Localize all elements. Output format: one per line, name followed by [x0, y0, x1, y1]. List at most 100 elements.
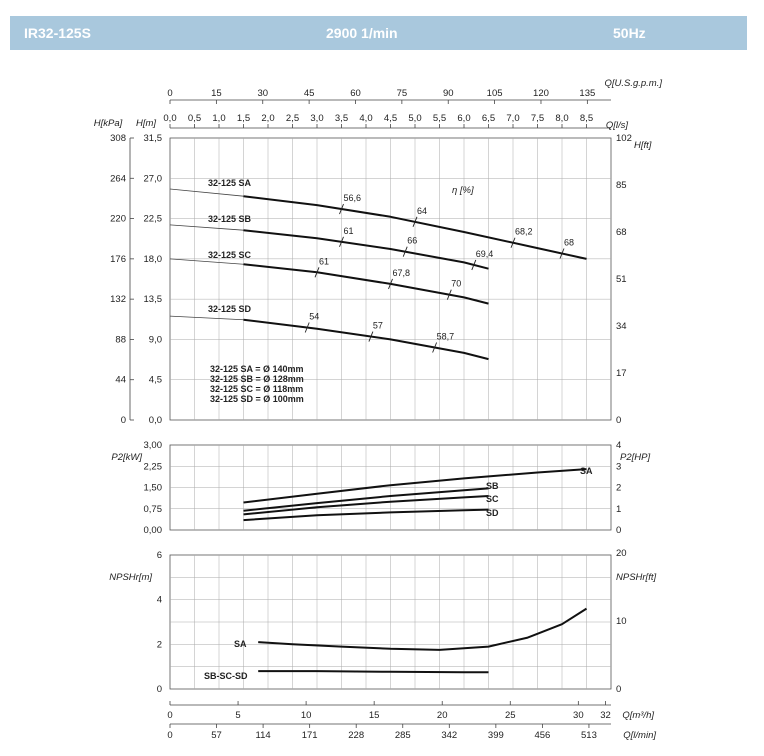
power-curve-sd	[243, 508, 489, 522]
lmin-tick-label: 456	[534, 730, 550, 741]
head-m-tick-label: 4,5	[149, 375, 162, 386]
head-curve-sb	[243, 229, 489, 270]
m3h-tick-label: 0	[167, 710, 172, 721]
power-kw-tick-label: 0,00	[144, 525, 163, 536]
head-series-label: 32-125 SC	[208, 250, 252, 260]
speed-title: 2900 1/min	[326, 25, 398, 41]
efficiency-tick	[412, 216, 418, 228]
head-curve-sa	[243, 195, 587, 260]
power-kw-tick-label: 2,25	[144, 461, 163, 472]
npsh-ft-tick-label: 0	[616, 684, 621, 695]
gpm-axis-label: Q[U.S.g.p.m.]	[604, 78, 662, 89]
m3h-tick-label: 15	[369, 710, 380, 721]
head-ft-tick-label: 34	[616, 321, 627, 332]
ls-tick-label: 0,0	[163, 113, 176, 124]
npsh-curve-sa	[258, 607, 588, 651]
efficiency-value: 54	[309, 311, 319, 321]
impeller-diameter-note: 32-125 SB = Ø 128mm	[210, 374, 304, 384]
npsh-ft-axis-label: NPSHr[ft]	[616, 572, 656, 583]
m3h-tick-label: 20	[437, 710, 448, 721]
head-m-tick-label: 18,0	[144, 254, 163, 265]
gpm-tick-label: 75	[397, 88, 408, 99]
efficiency-value: 69,4	[476, 249, 494, 259]
power-curve-sb	[243, 487, 489, 512]
m3h-tick-label: 32	[600, 710, 611, 721]
head-m-tick-label: 22,5	[144, 214, 163, 225]
npsh-ft-tick-label: 20	[616, 548, 627, 559]
gpm-tick-label: 120	[533, 88, 549, 99]
impeller-diameter-note: 32-125 SA = Ø 140mm	[210, 364, 303, 374]
npsh-m-tick-label: 6	[157, 550, 162, 561]
head-m-axis-label: H[m]	[136, 118, 156, 129]
head-kpa-tick-label: 132	[110, 294, 126, 305]
efficiency-tick	[388, 278, 393, 290]
ls-tick-label: 4,5	[384, 113, 397, 124]
head-ft-tick-label: 85	[616, 180, 627, 191]
gpm-tick-label: 15	[211, 88, 222, 99]
lmin-tick-label: 513	[581, 730, 597, 741]
head-ft-tick-label: 0	[616, 415, 621, 426]
gpm-tick-label: 105	[487, 88, 503, 99]
lmin-tick-label: 228	[348, 730, 364, 741]
ls-tick-label: 1,5	[237, 113, 250, 124]
head-kpa-tick-label: 220	[110, 214, 126, 225]
ls-axis-label: Q[l/s]	[606, 120, 629, 131]
npsh-series-label: SA	[234, 639, 247, 649]
efficiency-value: 66	[407, 236, 417, 246]
ls-tick-label: 8,5	[580, 113, 593, 124]
efficiency-value: 68,2	[515, 227, 533, 237]
lmin-tick-label: 399	[488, 730, 504, 741]
power-curve-sa	[243, 468, 587, 504]
ls-tick-label: 2,5	[286, 113, 299, 124]
lmin-tick-label: 171	[302, 730, 318, 741]
gpm-tick-label: 0	[167, 88, 172, 99]
ls-tick-label: 5,5	[433, 113, 446, 124]
m3h-tick-label: 5	[235, 710, 240, 721]
m3h-tick-label: 30	[573, 710, 584, 721]
lmin-axis-label: Q[l/min]	[623, 730, 656, 741]
efficiency-tick	[314, 267, 320, 278]
efficiency-tick	[339, 236, 344, 248]
head-ft-tick-label: 17	[616, 368, 627, 379]
ls-tick-label: 3,5	[335, 113, 348, 124]
head-ft-axis-label: H[ft]	[634, 140, 652, 151]
efficiency-tick	[304, 322, 310, 333]
efficiency-tick	[432, 342, 438, 353]
lmin-tick-label: 285	[395, 730, 411, 741]
head-kpa-tick-label: 0	[121, 415, 126, 426]
gpm-tick-label: 90	[443, 88, 454, 99]
npsh-m-tick-label: 0	[157, 684, 162, 695]
power-series-label: SA	[580, 466, 593, 476]
gpm-tick-label: 45	[304, 88, 315, 99]
npsh-m-axis-label: NPSHr[m]	[109, 572, 152, 583]
efficiency-value: 58,7	[437, 331, 455, 341]
ls-tick-label: 4,0	[359, 113, 372, 124]
head-series-label: 32-125 SA	[208, 178, 252, 188]
efficiency-value: 61	[319, 256, 329, 266]
efficiency-tick	[471, 259, 477, 271]
ls-tick-label: 2,0	[261, 113, 274, 124]
efficiency-tick	[510, 237, 516, 248]
m3h-axis-label: Q[m³/h]	[622, 710, 654, 721]
head-curve-sd	[243, 318, 489, 361]
head-m-tick-label: 0,0	[149, 415, 162, 426]
head-curve-extension	[169, 224, 244, 231]
npsh-series-label: SB-SC-SD	[204, 671, 248, 681]
efficiency-value: 61	[344, 226, 354, 236]
head-curve-extension	[169, 258, 244, 265]
power-hp-tick-label: 2	[616, 483, 621, 494]
ls-tick-label: 3,0	[310, 113, 323, 124]
head-curve-extension	[169, 315, 244, 321]
m3h-tick-label: 10	[301, 710, 312, 721]
efficiency-tick	[339, 203, 344, 215]
ls-tick-label: 7,0	[506, 113, 519, 124]
gpm-tick-label: 135	[579, 88, 595, 99]
efficiency-tick	[368, 331, 374, 342]
efficiency-value: 68	[564, 237, 574, 247]
power-kw-tick-label: 3,00	[144, 440, 163, 451]
ls-tick-label: 6,0	[457, 113, 470, 124]
ls-tick-label: 1,0	[212, 113, 225, 124]
power-kw-tick-label: 0,75	[144, 504, 163, 515]
lmin-tick-label: 0	[167, 730, 172, 741]
